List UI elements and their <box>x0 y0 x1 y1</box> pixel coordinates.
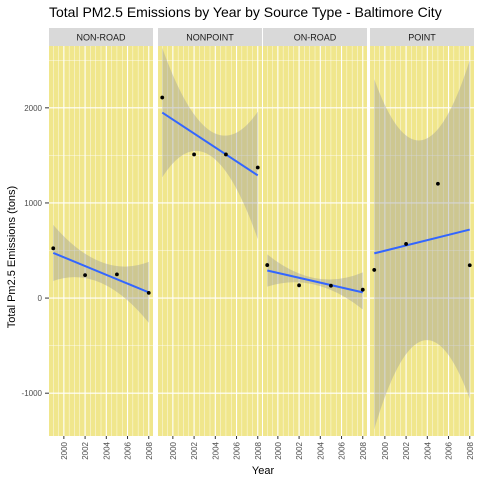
data-point <box>404 242 408 246</box>
x-tick-label: 2000 <box>169 441 178 459</box>
x-tick-label: 2002 <box>190 441 199 459</box>
facet-strip-label: POINT <box>408 33 436 43</box>
facet-strip <box>158 28 262 46</box>
x-tick-label: 2004 <box>423 441 432 459</box>
data-point <box>329 283 333 288</box>
facet-strip-label: ON-ROAD <box>294 33 337 43</box>
y-tick-label: 1000 <box>24 199 42 208</box>
data-point <box>160 95 165 100</box>
y-tick-label: 0 <box>38 294 43 303</box>
fit-line <box>52 251 150 294</box>
facet-panel: POINT 2000 2002 2004 2006 2008 <box>370 28 475 460</box>
x-tick-label: 2006 <box>233 441 242 459</box>
x-tick-label: 2002 <box>81 441 90 459</box>
facet-strip-label: NONPOINT <box>186 33 234 43</box>
data-point <box>297 283 301 288</box>
x-tick-label: 2000 <box>381 441 390 459</box>
confidence-band <box>53 224 149 323</box>
x-tick-label: 2008 <box>359 441 368 459</box>
x-tick-label: 2006 <box>124 441 133 459</box>
data-point <box>224 152 228 157</box>
facet-panels: NON-ROAD 2000 2002 2004 2006 2008 NONPOINT 2000… <box>49 28 475 460</box>
data-point <box>265 263 270 267</box>
confidence-band <box>374 60 470 430</box>
fit-line <box>374 228 470 255</box>
x-tick-label: 2000 <box>274 441 283 459</box>
chart-title: Total PM2.5 Emissions by Year by Source … <box>49 4 442 20</box>
facet-panel: NON-ROAD 2000 2002 2004 2006 2008 <box>49 28 154 460</box>
facet-panel: NONPOINT 2000 2002 2004 2006 2008 <box>158 28 263 460</box>
x-tick-label: 2002 <box>295 441 304 459</box>
x-tick-label: 2002 <box>402 441 411 459</box>
x-tick-label: 2004 <box>316 441 325 459</box>
x-tick-label: 2000 <box>60 441 69 459</box>
x-tick-label: 2004 <box>102 441 111 459</box>
data-point <box>192 152 196 157</box>
facet-panel: ON-ROAD 2000 2002 2004 2006 2008 <box>263 28 368 460</box>
y-axis-title: Total Pm2.5 Emissions (tons) <box>6 186 18 328</box>
facet-strip <box>263 28 367 46</box>
data-point <box>436 181 440 186</box>
data-point <box>255 165 260 170</box>
data-point <box>372 268 377 272</box>
data-point <box>51 246 56 251</box>
data-point <box>360 287 365 292</box>
facet-strip-label: NON-ROAD <box>77 33 126 43</box>
x-tick-label: 2008 <box>145 441 154 459</box>
facet-strip <box>370 28 474 46</box>
data-point <box>467 263 472 268</box>
x-axis-title: Year <box>252 465 275 477</box>
data-point <box>83 273 87 278</box>
x-tick-label: 2008 <box>254 441 263 459</box>
x-tick-label: 2004 <box>211 441 220 459</box>
x-tick-label: 2008 <box>466 441 475 459</box>
x-tick-label: 2006 <box>445 441 454 459</box>
y-tick-label: 2000 <box>24 104 42 113</box>
data-point <box>115 272 119 277</box>
x-tick-label: 2006 <box>338 441 347 459</box>
facet-strip <box>49 28 153 46</box>
y-axis: -1000 0 1000 2000 <box>22 104 49 398</box>
fit-line <box>267 269 363 294</box>
y-tick-label: -1000 <box>22 389 43 398</box>
data-point <box>146 290 151 295</box>
fit-line <box>161 111 259 177</box>
